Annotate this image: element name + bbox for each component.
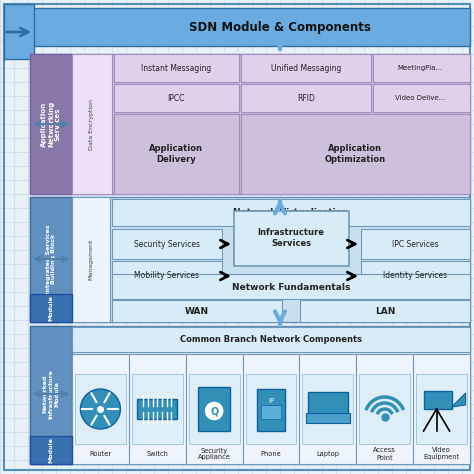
Circle shape [204, 401, 224, 421]
Text: IPC Services: IPC Services [392, 239, 438, 248]
Text: Data Encryption: Data Encryption [90, 99, 94, 149]
Text: Mobility Services: Mobility Services [135, 272, 200, 281]
Bar [30, 197, 72, 322]
Text: SDN Module & Components: SDN Module & Components [189, 20, 371, 34]
Polygon shape [452, 393, 465, 407]
Bar [359, 374, 410, 444]
Text: LAN: LAN [375, 307, 395, 316]
Bar [75, 374, 126, 444]
Bar [114, 114, 239, 194]
Bar [424, 391, 452, 409]
Bar [132, 374, 182, 444]
Bar [373, 54, 470, 82]
Bar [234, 211, 349, 266]
Bar [243, 354, 300, 464]
Bar [413, 354, 470, 464]
Text: Common Branch Network Components: Common Branch Network Components [180, 336, 362, 345]
Bar [30, 197, 470, 322]
Text: Switch: Switch [146, 451, 168, 457]
Text: IP: IP [268, 398, 274, 404]
Text: Integrated Services
Building Block: Integrated Services Building Block [46, 224, 56, 294]
Bar [186, 354, 243, 464]
Bar [300, 300, 470, 322]
Text: Instant Messaging: Instant Messaging [141, 64, 211, 73]
Text: Module: Module [48, 295, 54, 321]
Bar [112, 229, 222, 259]
Text: Management: Management [89, 238, 93, 280]
Text: RFID: RFID [297, 93, 315, 102]
Text: Application
Delivery: Application Delivery [149, 144, 203, 164]
Text: Identity Services: Identity Services [383, 272, 447, 281]
Circle shape [81, 389, 120, 429]
Bar [361, 261, 470, 291]
Bar [114, 54, 239, 82]
Bar [114, 84, 239, 112]
Text: Network Fundamentals: Network Fundamentals [232, 283, 350, 292]
Bar [306, 413, 350, 423]
Text: Security Services: Security Services [134, 239, 200, 248]
Bar [241, 54, 371, 82]
Text: Video Delive...: Video Delive... [395, 95, 445, 101]
Bar [241, 114, 470, 194]
Text: Security
Appliance: Security Appliance [198, 447, 230, 461]
Bar [112, 261, 222, 291]
Bar [30, 294, 72, 322]
Bar [261, 405, 281, 419]
Text: Networked
Infrastructure
Module: Networked Infrastructure Module [43, 369, 59, 419]
Bar [30, 326, 470, 464]
Text: Network Virtualization: Network Virtualization [233, 208, 349, 217]
Bar [112, 274, 470, 299]
Bar [241, 84, 371, 112]
Text: Unified Messaging: Unified Messaging [271, 64, 341, 73]
Text: Application
Optimization: Application Optimization [324, 144, 385, 164]
Bar [416, 374, 467, 444]
Text: MeetingPla...: MeetingPla... [397, 65, 443, 71]
Bar [356, 354, 413, 464]
Text: Application
Networking
Services: Application Networking Services [41, 101, 61, 147]
Bar [72, 354, 129, 464]
Bar [373, 84, 470, 112]
Bar [30, 54, 72, 194]
Bar [30, 54, 470, 194]
Text: Router: Router [90, 451, 111, 457]
Bar [137, 399, 177, 419]
Text: Q: Q [210, 406, 218, 416]
Bar [30, 8, 470, 46]
Bar [257, 389, 285, 431]
Bar [129, 354, 186, 464]
Bar [4, 4, 34, 59]
Bar [30, 326, 72, 464]
Text: WAN: WAN [185, 307, 209, 316]
Bar [112, 300, 282, 322]
Text: Laptop: Laptop [316, 451, 339, 457]
Bar [112, 199, 470, 226]
Text: Module: Module [48, 437, 54, 463]
Text: Phone: Phone [261, 451, 282, 457]
Bar [300, 354, 356, 464]
Bar [302, 374, 353, 444]
Bar [189, 374, 239, 444]
Bar [72, 327, 470, 352]
Text: IPCC: IPCC [167, 93, 185, 102]
Text: Access
Point: Access Point [374, 447, 396, 461]
Bar [308, 392, 348, 414]
Bar [30, 436, 72, 464]
Bar [198, 387, 230, 431]
Text: Video
Equipment: Video Equipment [423, 447, 460, 461]
Bar [72, 54, 112, 194]
Bar [72, 197, 110, 322]
Bar [361, 229, 470, 259]
Bar [246, 374, 296, 444]
Text: Infrastructure
Services: Infrastructure Services [257, 228, 325, 248]
